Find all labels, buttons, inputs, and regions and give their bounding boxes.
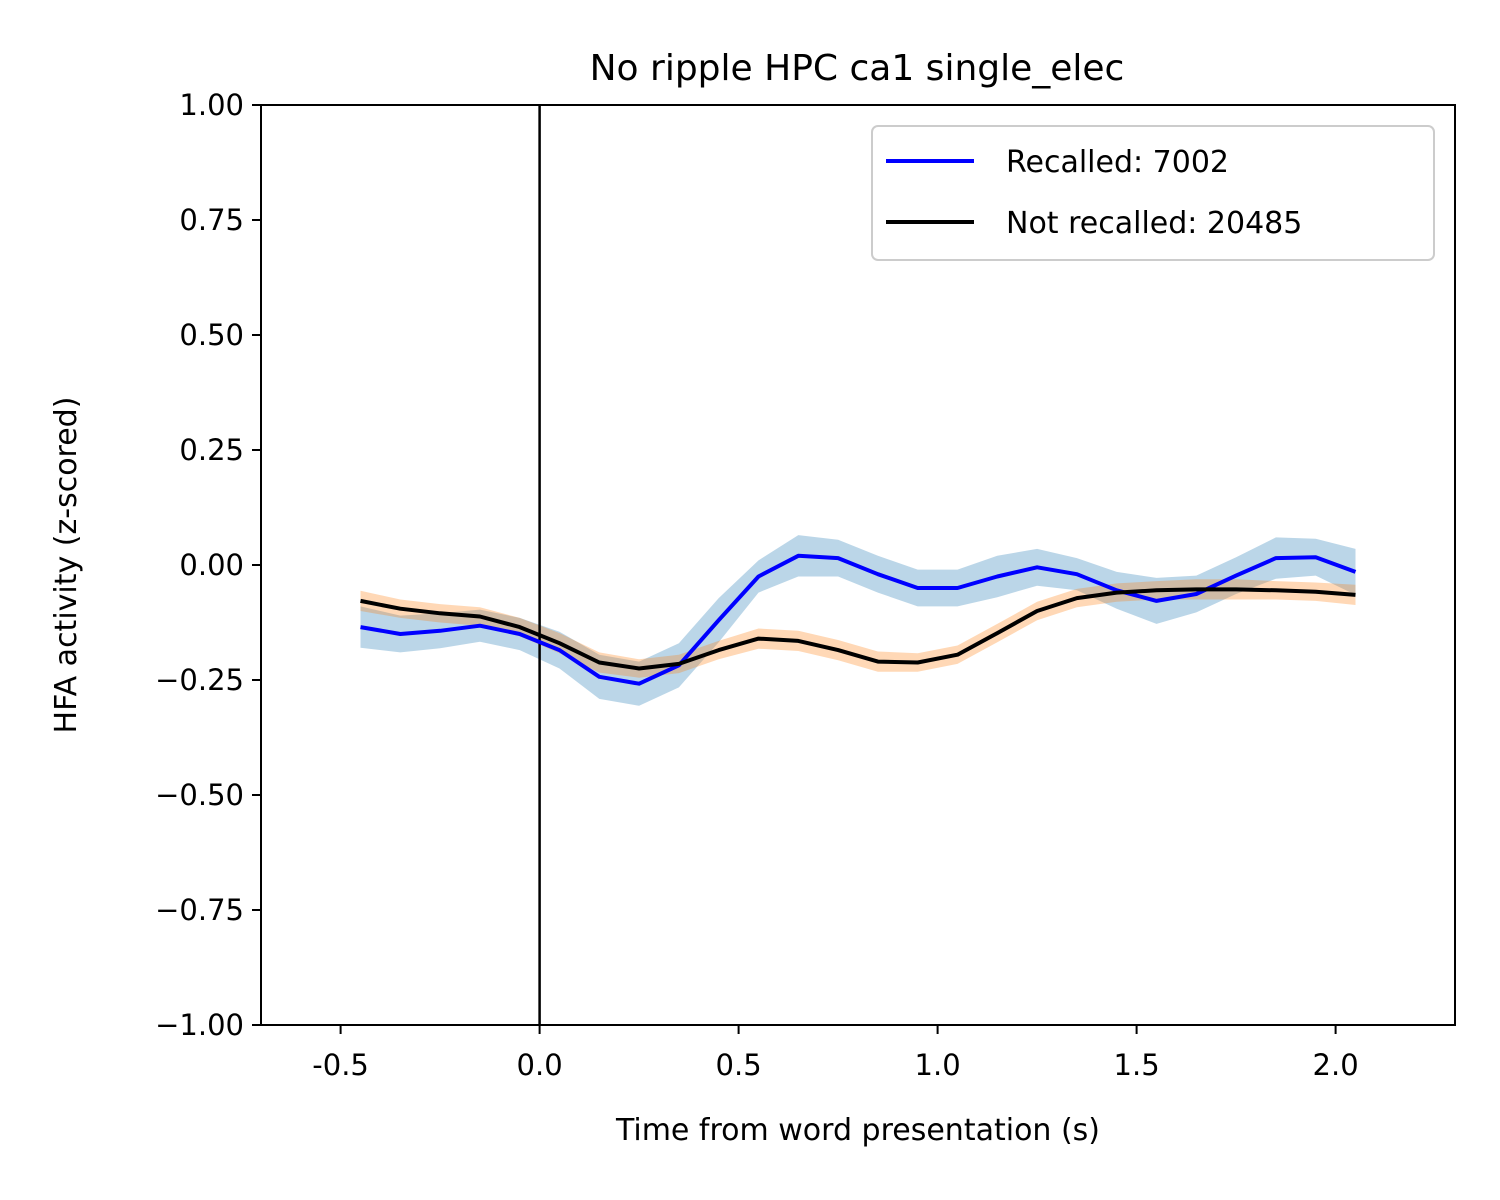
plot-content [360,105,1357,1025]
y-tick-label: 0.50 [179,318,244,352]
x-tick-label: -0.5 [312,1048,369,1082]
x-axis: -0.5 0.0 0.5 1.0 1.5 2.0 [312,1025,1359,1082]
x-tick-label: 0.0 [517,1048,563,1082]
legend-label-recalled: Recalled: 7002 [1006,145,1229,180]
y-tick-label: −1.00 [155,1008,244,1042]
x-tick-label: 0.5 [716,1048,762,1082]
y-tick-label: −0.75 [155,893,244,927]
x-tick-label: 2.0 [1313,1048,1359,1082]
legend: Recalled: 7002 Not recalled: 20485 [871,125,1435,261]
y-tick-label: −0.25 [155,663,244,697]
y-axis-label: HFA activity (z-scored) [49,397,84,734]
x-tick-label: 1.5 [1114,1048,1160,1082]
y-tick-label: 0.25 [179,433,244,467]
error-band-1 [360,579,1356,678]
x-tick-label: 1.0 [915,1048,961,1082]
y-tick-label: 0.00 [179,548,244,582]
y-tick-label: −0.50 [155,778,244,812]
y-tick-label: 1.00 [179,88,244,122]
error-bands [360,535,1356,706]
series-line-0 [360,553,1357,686]
legend-box [871,125,1435,261]
y-tick-label: 0.75 [179,203,244,237]
series-line-1 [360,587,1356,671]
legend-label-not-recalled: Not recalled: 20485 [1006,206,1302,241]
chart-title: No ripple HPC ca1 single_elec [590,48,1125,89]
x-axis-label: Time from word presentation (s) [615,1113,1100,1148]
y-axis: 1.00 0.75 0.50 0.25 0.00 −0.25 −0.50 −0.75 −1.00 [155,88,261,1042]
